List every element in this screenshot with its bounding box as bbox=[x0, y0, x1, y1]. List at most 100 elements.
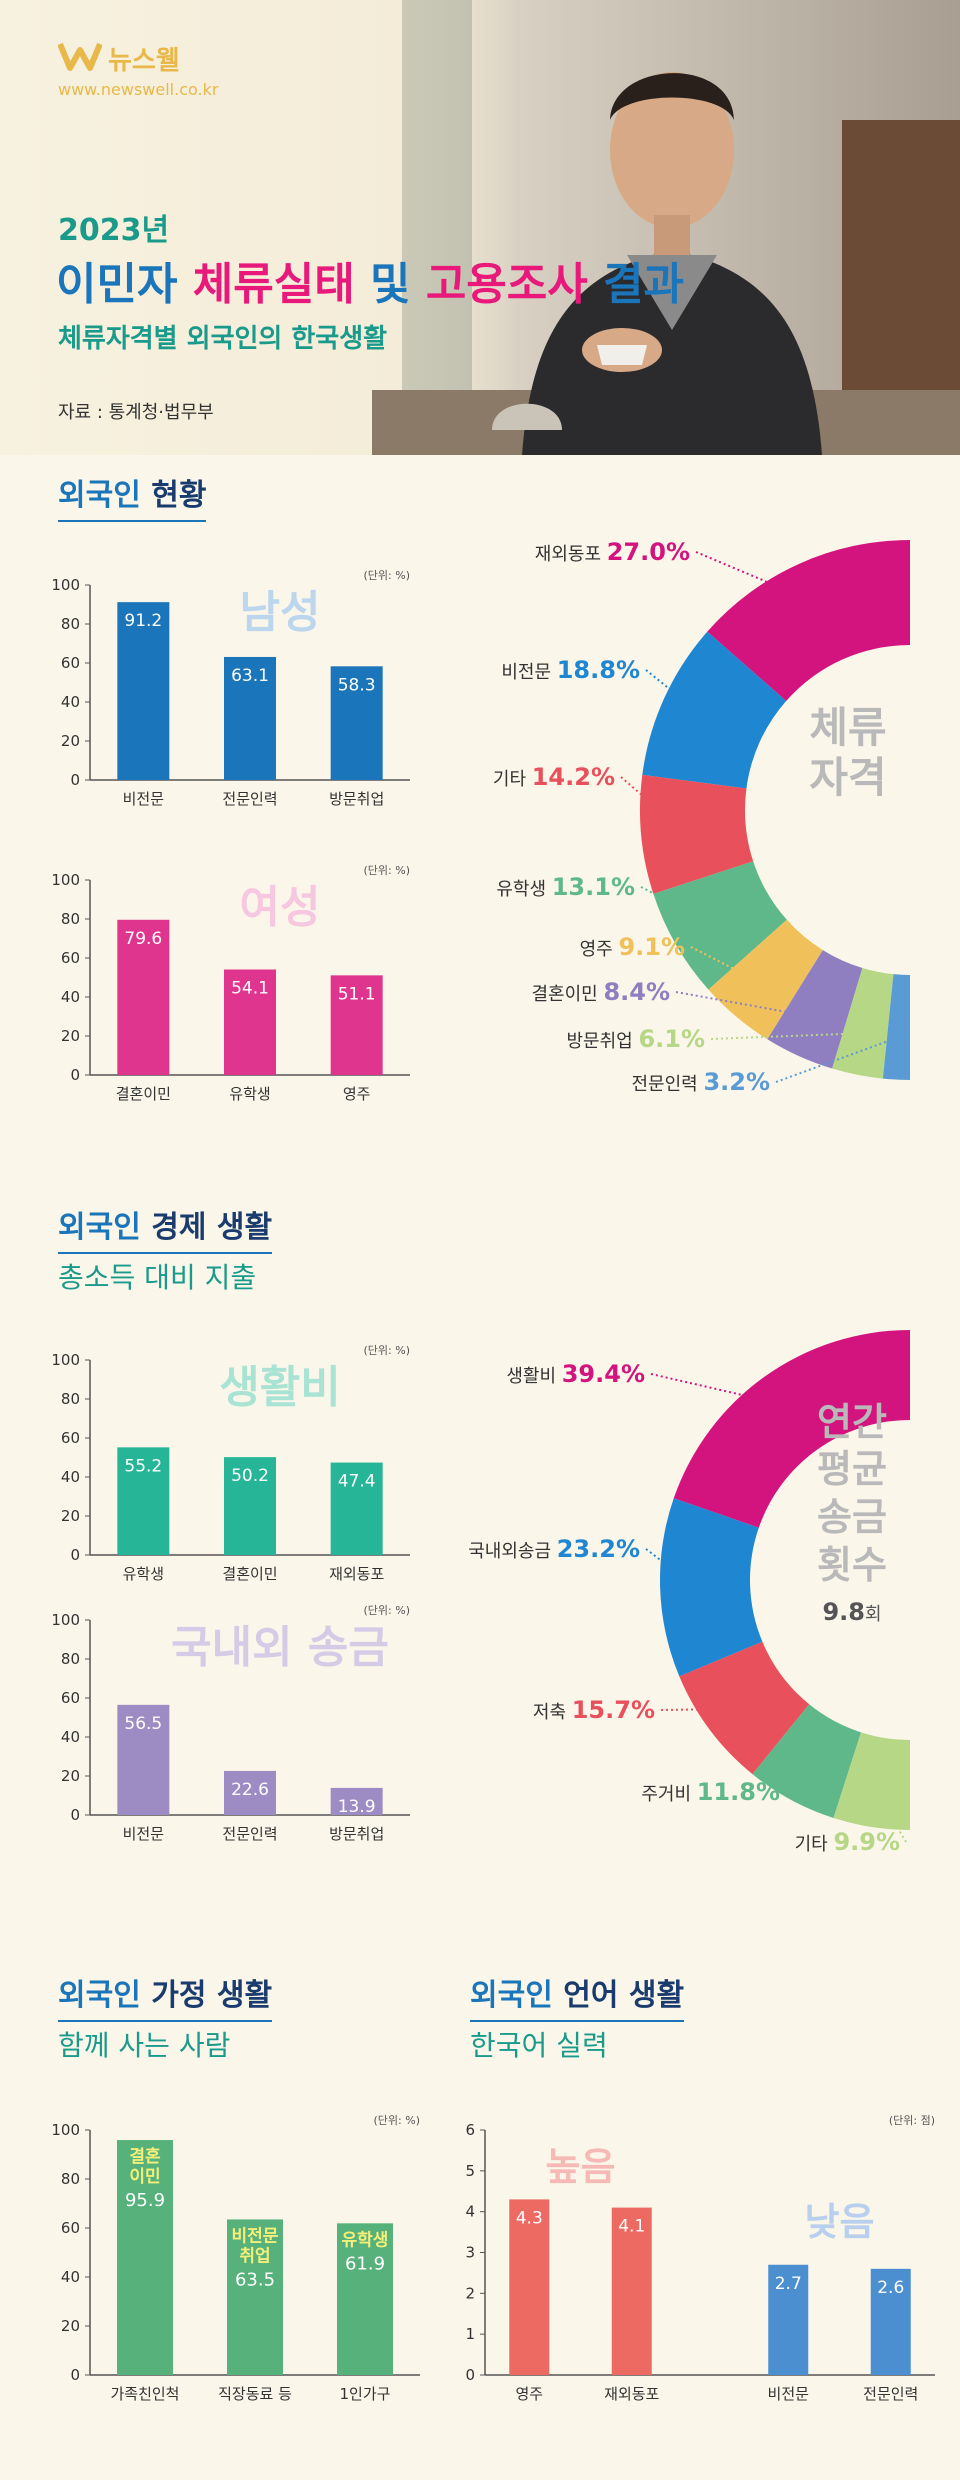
section-title-a: 외국인 bbox=[58, 478, 141, 513]
donut-slice bbox=[673, 1330, 910, 1528]
bar-value-label: 79.6 bbox=[124, 929, 162, 949]
leader-line bbox=[645, 669, 704, 717]
y-tick-label: 40 bbox=[61, 1728, 80, 1746]
y-tick-label: 2 bbox=[465, 2284, 475, 2302]
unit-label: (단위: %) bbox=[374, 2114, 420, 2127]
slice-value: 13.1% bbox=[552, 873, 635, 901]
y-tick-label: 100 bbox=[51, 2121, 80, 2139]
leader-line bbox=[785, 1768, 809, 1793]
title-year: 2023년 bbox=[58, 213, 170, 248]
bar-value-label: 4.1 bbox=[618, 2217, 645, 2237]
bar-value-label: 55.2 bbox=[124, 1456, 162, 1476]
y-tick-label: 100 bbox=[51, 1611, 80, 1629]
title-part: 체류실태 bbox=[192, 259, 355, 310]
slice-label: 저축 bbox=[533, 1702, 572, 1723]
y-tick-label: 20 bbox=[61, 2317, 80, 2335]
donut-center-value: 9.8회 bbox=[822, 1598, 881, 1626]
slice-label: 전문인력 bbox=[631, 1074, 703, 1095]
x-tick-label: 재외동포 bbox=[604, 2385, 659, 2403]
donut-slice bbox=[752, 1704, 862, 1819]
slice-label: 유학생 bbox=[496, 879, 551, 900]
x-tick-label: 영주 bbox=[515, 2385, 543, 2403]
x-tick-label: 직장동료 등 bbox=[218, 2385, 292, 2403]
x-tick-label: 전문인력 bbox=[222, 790, 277, 808]
donut-slice bbox=[653, 861, 787, 990]
bar bbox=[768, 2264, 809, 2375]
slice-label: 영주 bbox=[580, 939, 619, 960]
bar bbox=[509, 2199, 550, 2375]
x-tick-label: 전문인력 bbox=[863, 2385, 918, 2403]
leader-line bbox=[640, 886, 714, 925]
x-tick-label: 결혼이민 bbox=[116, 1085, 171, 1103]
bar-value-label: 95.9 bbox=[125, 2190, 165, 2211]
bar-value-label: 51.1 bbox=[338, 984, 376, 1004]
bar-category-label: 이민 bbox=[129, 2167, 160, 2187]
section-sub-family: 함께 사는 사람 bbox=[58, 2029, 231, 2062]
slice-label: 국내외송금 bbox=[468, 1541, 557, 1562]
bar-value-label: 2.7 bbox=[775, 2274, 802, 2294]
section-title-language: 외국인 언어 생활 bbox=[470, 1970, 685, 2022]
source-note: 자료 : 통계청·법무부 bbox=[58, 402, 214, 423]
slice-label: 기타 bbox=[493, 769, 532, 790]
logo-url[interactable]: www.newswell.co.kr bbox=[58, 80, 219, 99]
y-tick-label: 3 bbox=[465, 2244, 475, 2262]
y-tick-label: 60 bbox=[61, 949, 80, 967]
unit-label: (단위: %) bbox=[364, 1604, 410, 1617]
x-tick-label: 비전문 bbox=[123, 790, 165, 808]
male-bar-chart: 0 20 40 60 80 100 (단위: %) 남성 91.2 비전문 63.1 전문인력 58.3… bbox=[51, 569, 410, 808]
bar bbox=[117, 919, 170, 1075]
section-title-b: 가정 생활 bbox=[151, 1978, 273, 2013]
y-tick-label: 100 bbox=[51, 1351, 80, 1369]
y-tick-label: 80 bbox=[61, 910, 80, 928]
slice-label-group: 재외동포 27.0% bbox=[535, 538, 690, 566]
slice-value: 9.9% bbox=[833, 1828, 900, 1856]
unit-label: (단위: %) bbox=[364, 864, 410, 877]
x-tick-label: 결혼이민 bbox=[222, 1565, 277, 1583]
bar-value-label: 50.2 bbox=[231, 1466, 269, 1486]
y-tick-label: 6 bbox=[465, 2121, 475, 2139]
bar bbox=[117, 602, 170, 780]
bar bbox=[117, 1447, 170, 1555]
x-tick-label: 방문취업 bbox=[329, 1825, 384, 1843]
bar-value-label: 47.4 bbox=[338, 1472, 376, 1492]
y-tick-label: 100 bbox=[51, 576, 80, 594]
logo-text[interactable]: 뉴스웰 bbox=[108, 46, 180, 76]
chart-title: 국내외 송금 bbox=[171, 1622, 389, 1673]
y-tick-label: 60 bbox=[61, 2219, 80, 2237]
slice-label: 주거비 bbox=[641, 1784, 696, 1805]
section-title-family: 외국인 가정 생활 bbox=[58, 1970, 273, 2022]
bar bbox=[330, 1787, 383, 1815]
y-tick-label: 40 bbox=[61, 988, 80, 1006]
donut-center-title: 횟수 bbox=[817, 1543, 887, 1587]
bar bbox=[117, 2140, 173, 2375]
chart-title: 생활비 bbox=[219, 1362, 340, 1413]
slice-value: 23.2% bbox=[557, 1535, 640, 1563]
y-tick-label: 0 bbox=[70, 2366, 80, 2384]
slice-label-group: 생활비 39.4% bbox=[506, 1360, 645, 1388]
bar-category-label: 결혼 bbox=[129, 2146, 161, 2167]
y-tick-label: 0 bbox=[70, 771, 80, 789]
section-title-a: 외국인 bbox=[58, 1210, 141, 1245]
slice-value: 11.8% bbox=[697, 1778, 780, 1806]
center-unit: 회 bbox=[865, 1604, 882, 1625]
x-tick-label: 재외동포 bbox=[329, 1565, 384, 1583]
y-tick-label: 0 bbox=[465, 2366, 475, 2384]
bar bbox=[224, 1457, 276, 1555]
x-tick-label: 가족친인척 bbox=[110, 2385, 179, 2403]
y-tick-label: 60 bbox=[61, 1429, 80, 1447]
bar-category-label: 취업 bbox=[239, 2245, 270, 2266]
bar-value-label: 22.6 bbox=[231, 1780, 269, 1800]
title-part: 이민자 bbox=[56, 259, 193, 310]
bar bbox=[611, 2207, 652, 2375]
slice-label-group: 기타 14.2% bbox=[493, 763, 615, 791]
y-tick-label: 60 bbox=[61, 1689, 80, 1707]
bar-value-label: 54.1 bbox=[231, 979, 269, 999]
logo-mark bbox=[57, 40, 103, 76]
section-sub-language: 한국어 실력 bbox=[470, 2029, 608, 2062]
group-label: 높음 bbox=[546, 2145, 616, 2189]
leader-line bbox=[620, 776, 685, 832]
donut-slice bbox=[708, 919, 823, 1040]
section-title-a: 외국인 bbox=[470, 1978, 553, 2013]
y-tick-label: 100 bbox=[51, 871, 80, 889]
bar-value-label: 61.9 bbox=[345, 2253, 385, 2274]
